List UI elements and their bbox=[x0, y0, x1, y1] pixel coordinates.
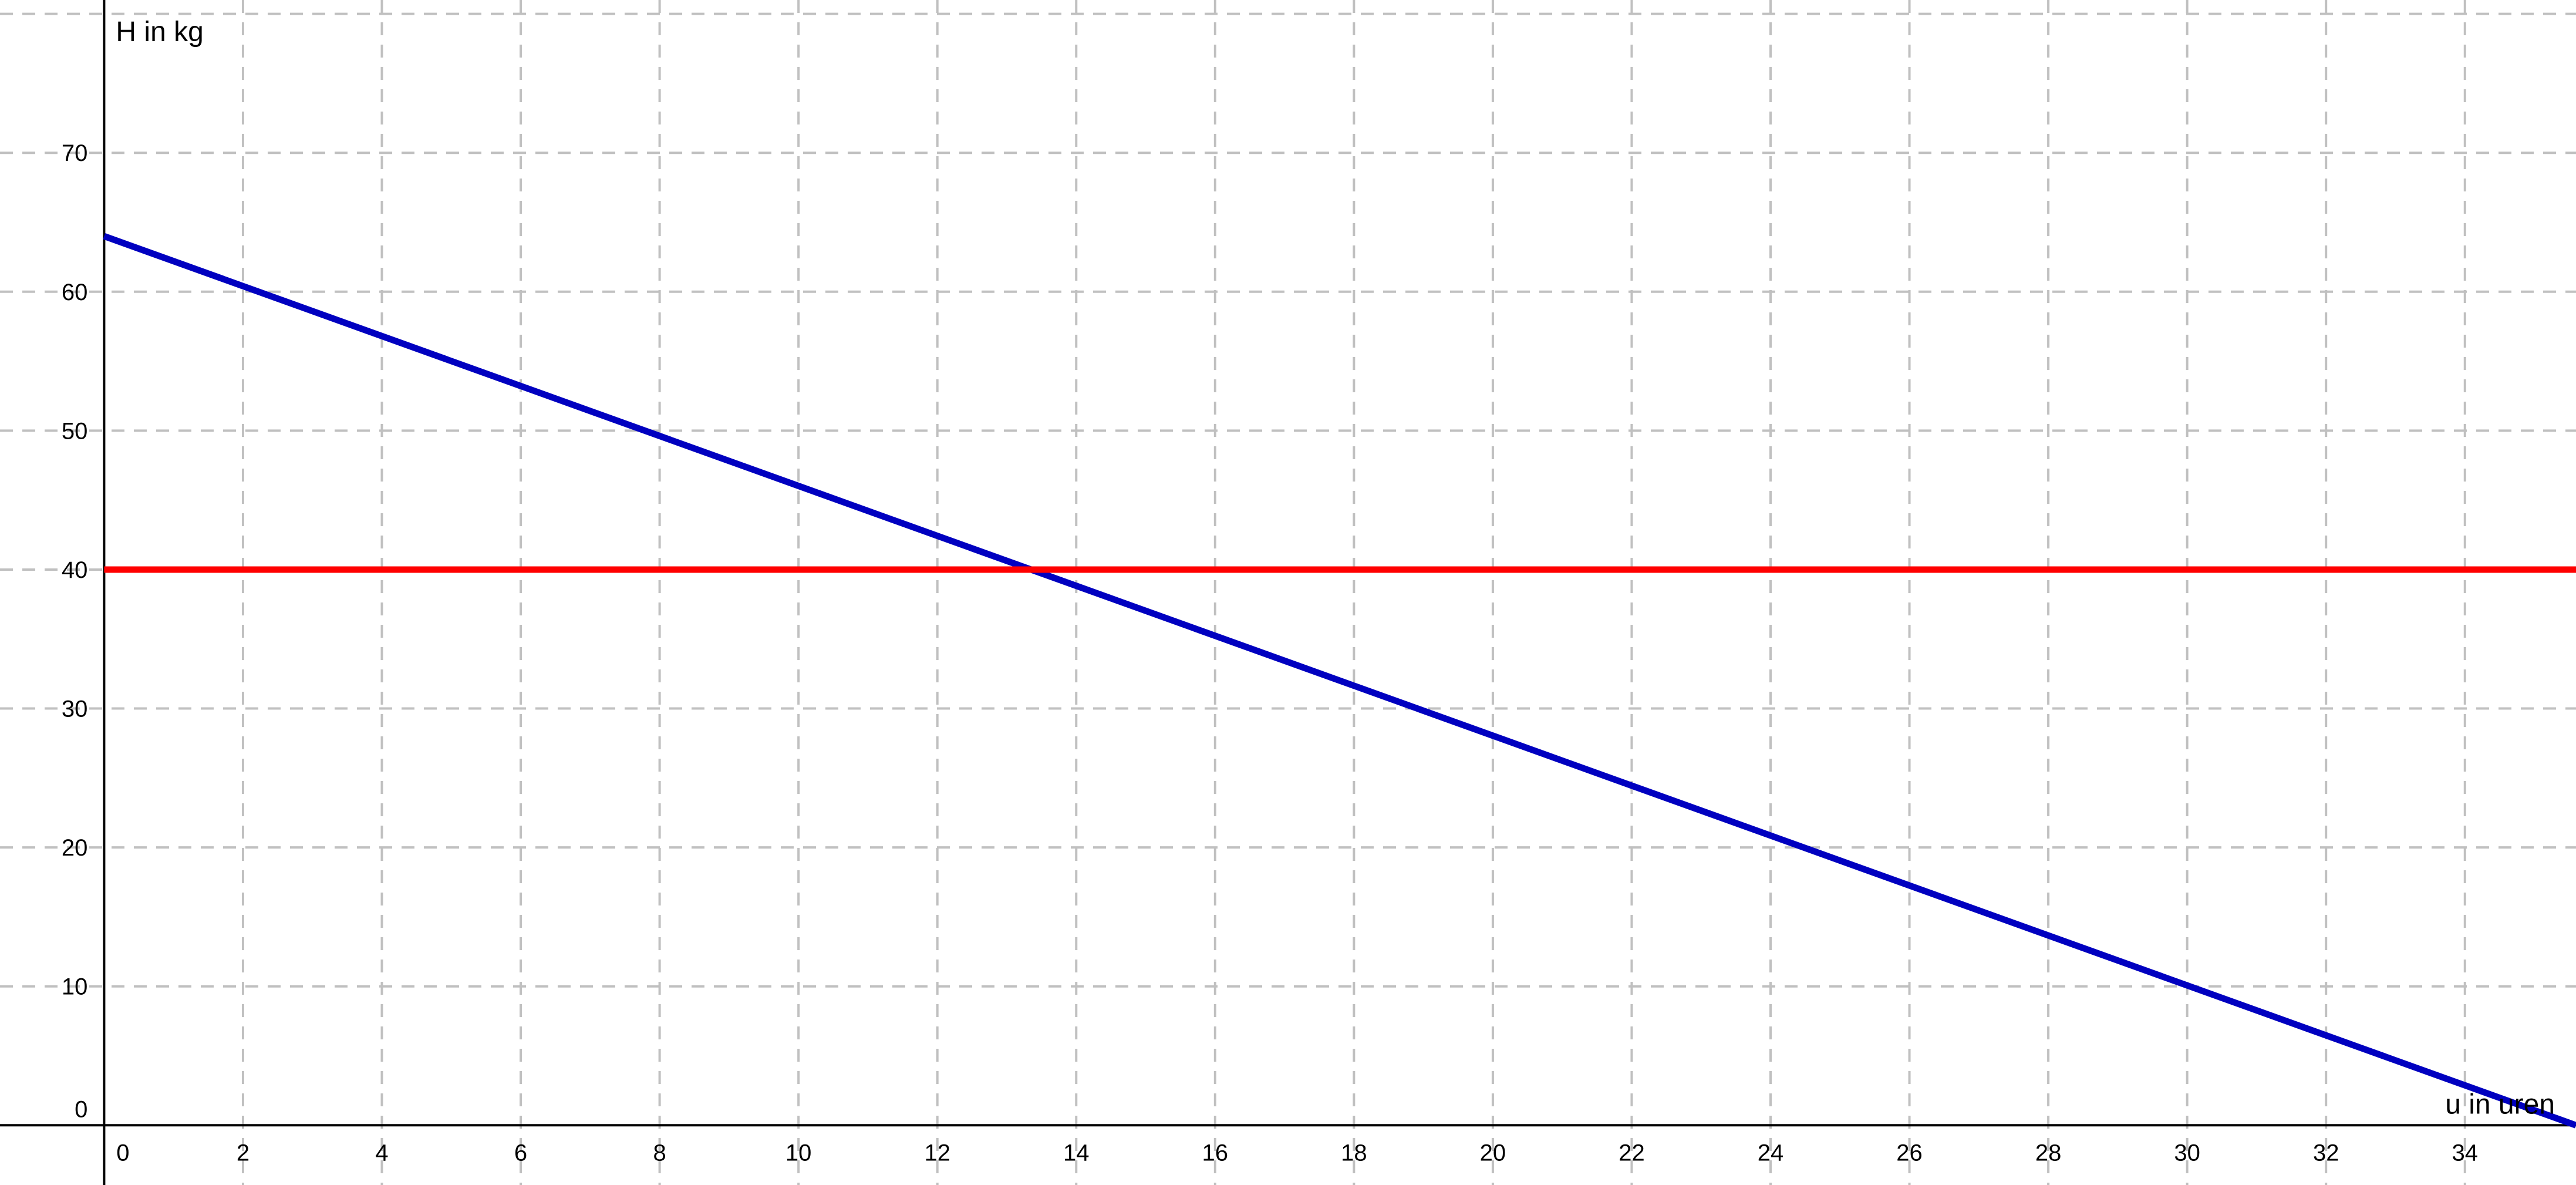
x-axis-label: u in uren bbox=[2445, 1089, 2555, 1120]
y-tick-label: 50 bbox=[62, 418, 88, 444]
x-tick-label: 22 bbox=[1619, 1140, 1645, 1166]
y-tick-label: 70 bbox=[62, 140, 88, 166]
x-tick-label: 2 bbox=[237, 1140, 249, 1166]
tick-labels: 0 2 4 6 8 10 12 14 16 18 20 22 24 26 28 30 32 34010203040… bbox=[62, 140, 2478, 1166]
x-tick-label: 6 bbox=[514, 1140, 527, 1166]
x-tick-label: 4 bbox=[375, 1140, 388, 1166]
y-tick-label: 20 bbox=[62, 835, 88, 861]
x-tick-label: 18 bbox=[1341, 1140, 1367, 1166]
y-tick-label: 30 bbox=[62, 696, 88, 722]
x-tick-label: 32 bbox=[2313, 1140, 2339, 1166]
x-tick-label: 26 bbox=[1896, 1140, 1923, 1166]
series-lines bbox=[103, 233, 2576, 1129]
y-axis-label: H in kg bbox=[116, 16, 203, 48]
x-tick-label: 28 bbox=[2035, 1140, 2062, 1166]
x-tick-label: 0 bbox=[116, 1140, 129, 1166]
y-tick-label: 40 bbox=[62, 557, 88, 583]
x-tick-label: 30 bbox=[2174, 1140, 2200, 1166]
series-line-1 bbox=[103, 233, 2576, 1129]
y-tick-label: 10 bbox=[62, 974, 88, 1000]
x-tick-label: 16 bbox=[1202, 1140, 1229, 1166]
x-tick-label: 8 bbox=[653, 1140, 666, 1166]
y-tick-label: 60 bbox=[62, 280, 88, 305]
x-tick-label: 14 bbox=[1063, 1140, 1090, 1166]
y-tick-label: 0 bbox=[75, 1096, 87, 1122]
x-tick-label: 10 bbox=[785, 1140, 812, 1166]
x-tick-label: 12 bbox=[924, 1140, 950, 1166]
x-tick-label: 20 bbox=[1480, 1140, 1506, 1166]
x-tick-label: 24 bbox=[1758, 1140, 1784, 1166]
x-tick-label: 34 bbox=[2452, 1140, 2479, 1166]
